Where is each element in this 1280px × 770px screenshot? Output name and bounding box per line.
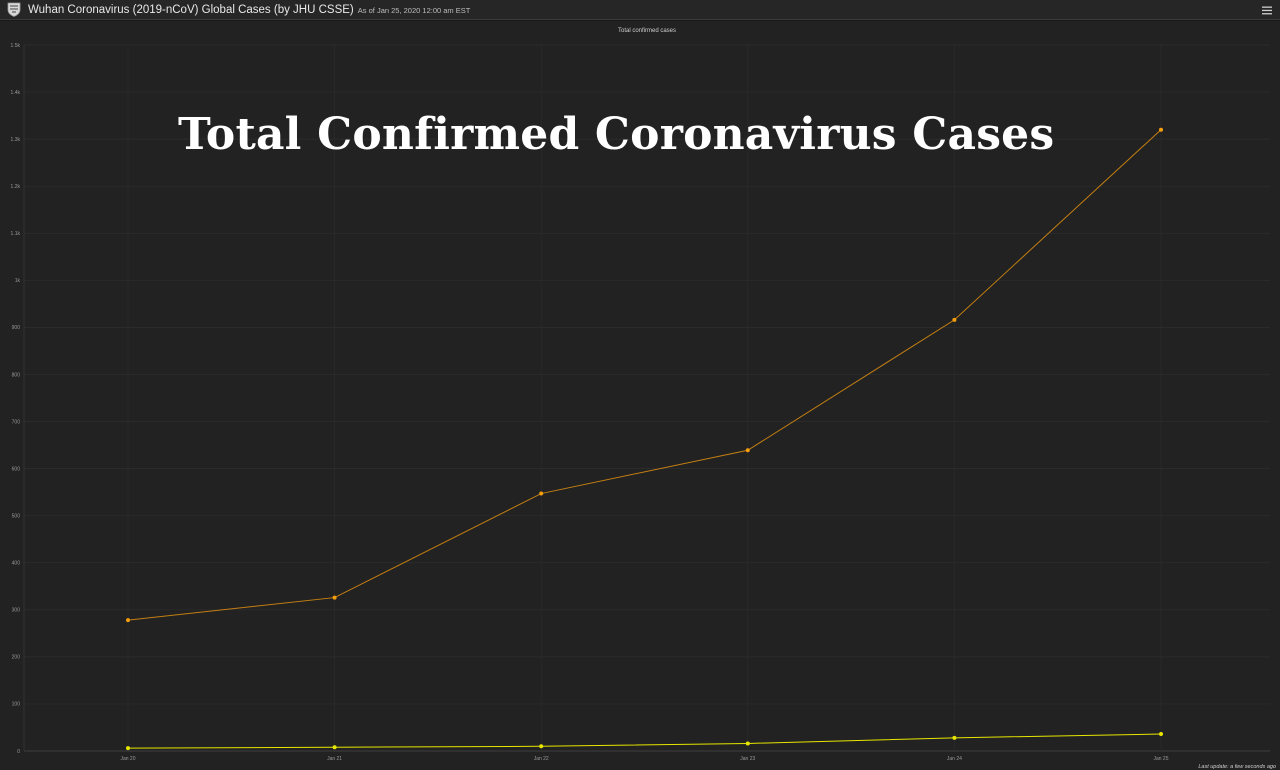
series-line-1 [127,129,1162,621]
series-line-2 [127,733,1162,749]
y-tick-label: 100 [12,702,21,708]
as-of-timestamp: As of Jan 25, 2020 12:00 am EST [357,6,471,15]
data-point [126,618,130,623]
y-tick-label: 200 [12,655,21,661]
data-point [745,741,750,746]
last-update-text: Last update: a few seconds ago [1198,764,1276,770]
data-point [539,491,544,496]
hamburger-menu-icon[interactable] [1260,3,1274,17]
data-point [745,448,750,453]
y-tick-label: 500 [12,513,21,519]
y-tick-label: 600 [12,466,21,472]
data-point [952,735,957,740]
y-tick-label: 1.2k [11,184,21,190]
header-bar: Wuhan Coronavirus (2019-nCoV) Global Cas… [0,0,1280,20]
university-shield-icon [6,2,22,18]
data-point [126,746,130,751]
y-tick-label: 1.3k [11,137,21,143]
x-tick-label: Jan 21 [327,756,342,762]
y-tick-label: 0 [17,749,20,755]
chart-title: Total confirmed cases [618,28,676,34]
y-tick-label: 400 [12,561,21,567]
y-tick-label: 700 [12,419,21,425]
y-tick-label: 1.5k [11,43,21,49]
data-point [952,317,957,322]
y-tick-label: 900 [12,325,21,331]
data-point [1159,732,1163,737]
y-tick-label: 800 [12,372,21,378]
chart-panel: Total confirmed cases 0 100 200 300 400 500 600… [0,21,1280,770]
y-tick-label: 1.4k [11,90,21,96]
data-point [1159,127,1163,132]
data-point [332,745,337,750]
app-title: Wuhan Coronavirus (2019-nCoV) Global Cas… [28,3,354,16]
x-tick-label: Jan 25 [1153,756,1168,762]
y-tick-label: 1k [15,278,21,284]
x-tick-label: Jan 22 [534,756,549,762]
y-tick-label: 300 [12,608,21,614]
confirmed-cases-chart: Total confirmed cases 0 100 200 300 400 500 600… [11,28,1270,762]
x-tick-label: Jan 20 [120,756,135,762]
overlay-title: Total Confirmed Coronavirus Cases [178,109,1055,160]
data-point [332,595,337,600]
data-point [539,744,544,749]
x-tick-label: Jan 24 [947,756,962,762]
y-tick-label: 1.1k [11,231,21,237]
x-tick-label: Jan 23 [740,756,755,762]
